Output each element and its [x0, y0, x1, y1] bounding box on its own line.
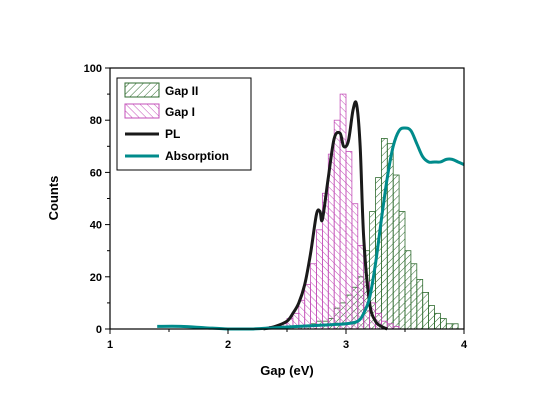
gap-ii-bar [451, 323, 459, 330]
gap-ii-bar [404, 250, 412, 330]
legend-label-absorption: Absorption [165, 149, 229, 163]
y-axis-title: Counts [46, 176, 61, 221]
y-tick-label: 40 [90, 220, 102, 232]
x-tick-label: 2 [225, 339, 231, 351]
gap-ii-bar [428, 305, 435, 330]
gap-ii-bar [439, 318, 447, 330]
y-axis-ticks: 0 20 40 60 80 100 [84, 63, 110, 336]
legend-label-gap-i: Gap I [165, 105, 195, 119]
pl-line [263, 100, 388, 331]
gap-ii-bar [416, 279, 424, 330]
gap-ii-bar [398, 211, 406, 330]
gap-i-bar [345, 151, 353, 330]
y-tick-label: 80 [90, 115, 102, 127]
legend-swatch-gap-ii [124, 82, 160, 98]
legend-item-pl: PL [125, 127, 180, 141]
gap-i-bar [333, 119, 341, 330]
legend: Gap II Gap I PL Absorption [116, 77, 252, 171]
gap-ii-bar [392, 174, 400, 330]
x-axis-ticks: 1 2 3 4 [107, 329, 468, 351]
gap-i-bar [386, 323, 394, 330]
gap-i-bar [310, 263, 317, 330]
legend-item-absorption: Absorption [125, 149, 229, 163]
x-axis-title: Gap (eV) [260, 363, 313, 378]
legend-item-gap-ii: Gap II [124, 82, 198, 98]
gap-ii-bar [380, 138, 388, 330]
gap-ii-bar [445, 323, 453, 330]
x-tick-label: 4 [461, 339, 468, 351]
y-tick-label: 60 [90, 167, 102, 179]
y-tick-label: 0 [96, 324, 102, 336]
gap-i-bar [304, 284, 312, 330]
legend-swatch-gap-i [124, 103, 160, 119]
y-tick-label: 100 [84, 63, 102, 75]
gap-ii-bar [434, 312, 441, 330]
legend-label-gap-ii: Gap II [165, 84, 198, 98]
legend-label-pl: PL [165, 127, 180, 141]
gap-i-bar [339, 93, 347, 330]
gap-i-bar [351, 203, 359, 330]
x-tick-label: 1 [107, 339, 113, 351]
gap-ii-bar [422, 292, 430, 330]
y-tick-label: 20 [90, 272, 102, 284]
gap-ii-bar [410, 263, 418, 330]
gap-i-bar [316, 229, 323, 330]
x-tick-label: 3 [343, 339, 349, 351]
legend-item-gap-i: Gap I [124, 103, 195, 119]
